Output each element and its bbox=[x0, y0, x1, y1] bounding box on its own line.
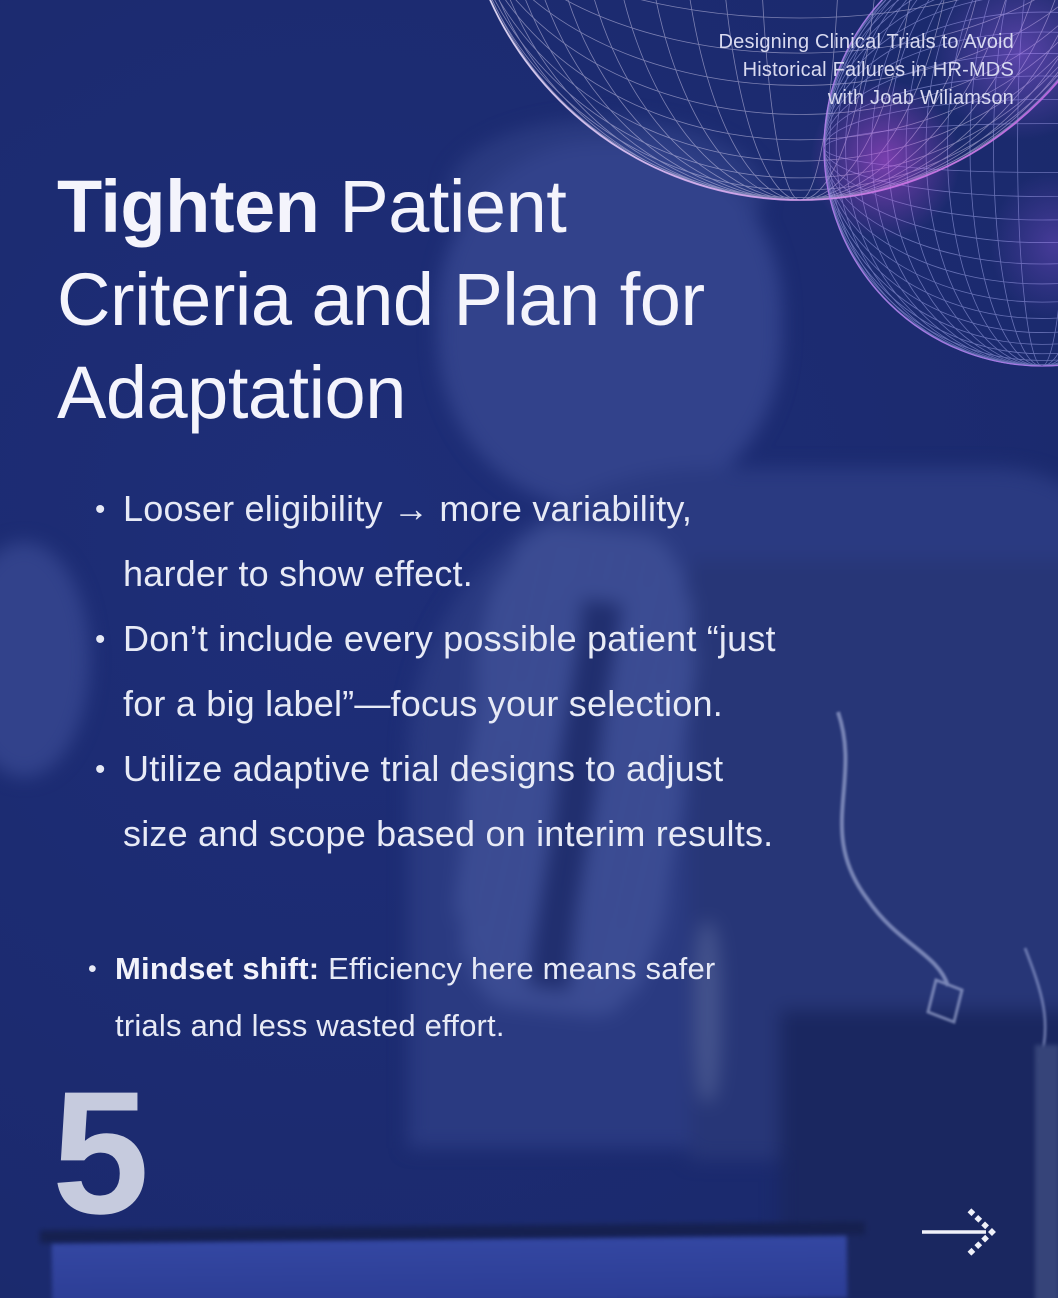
title-line-3: Adaptation bbox=[57, 351, 406, 434]
slide-title: Tighten Patient Criteria and Plan for Ad… bbox=[57, 160, 705, 439]
bullet-item-selection: Don’t include every possible patient “ju… bbox=[95, 606, 776, 736]
takeaway-bullet: Mindset shift: Efficiency here means saf… bbox=[88, 940, 715, 1054]
speaker-head bbox=[438, 142, 782, 508]
takeaway-lead: Mindset shift: bbox=[115, 951, 320, 986]
bullet-line: harder to show effect. bbox=[123, 553, 473, 594]
page-number: 5 bbox=[52, 1056, 150, 1251]
bullet-list: Looser eligibility → more variability, h… bbox=[95, 476, 776, 866]
takeaway-line-1-rest: Efficiency here means safer bbox=[319, 951, 716, 986]
header-line-3: with Joab Wiliamson bbox=[827, 87, 1014, 109]
bullet-item-eligibility: Looser eligibility → more variability, h… bbox=[95, 476, 776, 606]
takeaway-line-2: trials and less wasted effort. bbox=[115, 1008, 505, 1043]
bullet-line: Don’t include every possible patient “ju… bbox=[123, 618, 776, 659]
bullet-line: Looser eligibility → more variability, bbox=[123, 488, 693, 529]
bullet-line: size and scope based on interim results. bbox=[123, 813, 774, 854]
right-edge-band bbox=[1035, 1045, 1058, 1298]
header-line-1: Designing Clinical Trials to Avoid bbox=[718, 31, 1014, 53]
episode-header: Designing Clinical Trials to Avoid Histo… bbox=[719, 28, 1014, 112]
bullet-item-adaptive-design: Utilize adaptive trial designs to adjust… bbox=[95, 736, 776, 866]
title-emphasis: Tighten bbox=[57, 165, 320, 248]
next-arrow-icon[interactable] bbox=[916, 1200, 1002, 1264]
title-line-1-rest: Patient bbox=[319, 165, 567, 248]
title-line-2: Criteria and Plan for bbox=[57, 258, 705, 341]
header-line-2: Historical Failures in HR-MDS bbox=[742, 59, 1014, 81]
bullet-line: for a big label”—focus your selection. bbox=[123, 683, 723, 724]
bullet-line: Utilize adaptive trial designs to adjust bbox=[123, 748, 724, 789]
title-line-1: Tighten Patient bbox=[57, 165, 567, 248]
